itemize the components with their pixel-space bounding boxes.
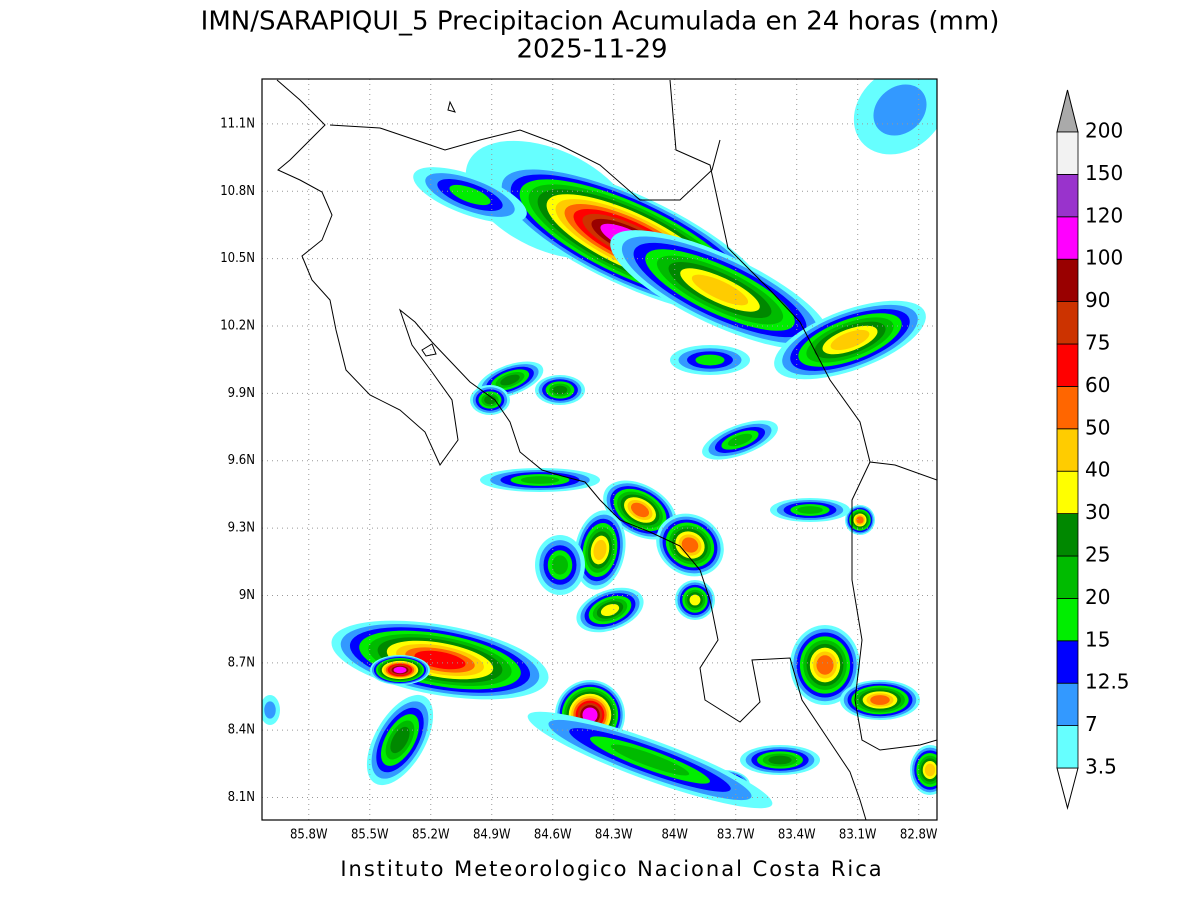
precip-contour bbox=[727, 433, 753, 447]
colorbar-box bbox=[1056, 598, 1079, 642]
precip-field bbox=[262, 79, 937, 809]
subtitle: 2025-11-29 bbox=[516, 35, 667, 65]
colorbar-box bbox=[1056, 725, 1079, 769]
y-tick-label: 10.8N bbox=[220, 184, 255, 199]
precip-contour bbox=[520, 476, 560, 484]
precip-contour bbox=[484, 395, 496, 405]
y-tick-label: 8.7N bbox=[228, 655, 255, 670]
colorbar-box bbox=[1056, 682, 1079, 727]
colorbar-box bbox=[1056, 385, 1079, 430]
precip-contour bbox=[264, 701, 276, 719]
colorbar-box bbox=[1056, 640, 1079, 684]
precip-contour bbox=[449, 184, 491, 206]
precip-contour bbox=[830, 329, 870, 351]
colorbar-label: 90 bbox=[1085, 288, 1110, 312]
y-tick-label: 9.9N bbox=[228, 386, 255, 401]
colorbar-label: 15 bbox=[1085, 627, 1110, 651]
colorbar-label: 30 bbox=[1085, 500, 1110, 524]
precip-contour bbox=[856, 516, 864, 524]
x-tick-label: 85.2W bbox=[412, 828, 450, 843]
precip-contour bbox=[797, 506, 823, 514]
y-tick-label: 8.4N bbox=[228, 723, 255, 738]
precip-contour bbox=[873, 84, 927, 136]
x-tick-label: 83.1W bbox=[839, 828, 877, 843]
y-tick-label: 10.2N bbox=[220, 319, 255, 334]
x-tick-label: 85.5W bbox=[351, 828, 389, 843]
colorbar-label: 7 bbox=[1085, 712, 1098, 736]
x-tick-label: 83.7W bbox=[717, 828, 755, 843]
coastlines bbox=[276, 79, 937, 820]
colorbar-label: 25 bbox=[1085, 543, 1110, 567]
y-tick-label: 11.1N bbox=[220, 116, 255, 131]
colorbar-label: 50 bbox=[1085, 415, 1110, 439]
x-tick-label: 84.3W bbox=[595, 828, 633, 843]
colorbar-box bbox=[1056, 131, 1079, 175]
colorbar-label: 3.5 bbox=[1085, 755, 1117, 779]
colorbar-label: 120 bbox=[1085, 203, 1123, 227]
colorbar-label: 60 bbox=[1085, 373, 1110, 397]
y-tick-label: 9.6N bbox=[228, 453, 255, 468]
precip-contour bbox=[552, 555, 568, 575]
colorbar-label: 150 bbox=[1085, 161, 1123, 185]
colorbar-box bbox=[1056, 216, 1079, 260]
footer: Instituto Meteorologico Nacional Costa R… bbox=[340, 857, 883, 881]
colorbar-label: 200 bbox=[1085, 119, 1123, 143]
coastline bbox=[276, 79, 867, 820]
precip-contour bbox=[393, 666, 407, 674]
precip-contour bbox=[924, 763, 936, 777]
colorbar-box bbox=[1056, 428, 1079, 472]
precip-contour bbox=[582, 707, 598, 723]
colorbar-label: 20 bbox=[1085, 585, 1110, 609]
x-tick-label: 82.8W bbox=[900, 828, 938, 843]
precip-contour bbox=[691, 274, 749, 306]
colorbar-box bbox=[1056, 513, 1079, 557]
precip-contour bbox=[552, 385, 568, 395]
grid: 85.8W 85.5W 85.2W 84.9W 84.6W 84.3W 84W 83.7W 83… bbox=[220, 79, 938, 843]
precip-contour bbox=[695, 354, 725, 366]
colorbar: 3.5 7 12.5 15 20 25 30 40 50 60 75 90 100 120 150 200 bbox=[1056, 89, 1130, 810]
precip-contour bbox=[689, 594, 701, 606]
x-tick-label: 85.8W bbox=[290, 828, 328, 843]
colorbar-label: 12.5 bbox=[1085, 670, 1130, 694]
map-frame bbox=[261, 78, 938, 821]
lake bbox=[421, 343, 437, 357]
colorbar-box bbox=[1056, 470, 1079, 515]
y-tick-label: 8.1N bbox=[228, 790, 255, 805]
title: IMN/SARAPIQUI_5 Precipitacion Acumulada … bbox=[201, 7, 1000, 37]
x-tick-label: 84.6W bbox=[534, 828, 572, 843]
y-tick-label: 9.3N bbox=[228, 521, 255, 536]
precip-contour bbox=[681, 537, 699, 553]
precip-contour bbox=[600, 603, 620, 617]
precip-contour bbox=[593, 539, 607, 561]
precip-contour bbox=[630, 502, 650, 518]
colorbar-box bbox=[1056, 258, 1079, 303]
border bbox=[329, 124, 721, 201]
colorbar-over bbox=[1056, 89, 1079, 133]
colorbar-label: 75 bbox=[1085, 331, 1110, 355]
colorbar-box bbox=[1056, 301, 1079, 345]
precip-contour bbox=[816, 655, 834, 675]
x-tick-label: 83.4W bbox=[778, 828, 816, 843]
colorbar-box bbox=[1056, 173, 1079, 218]
precip-contour bbox=[870, 695, 890, 705]
precip-contour bbox=[390, 726, 410, 754]
x-tick-label: 84.9W bbox=[473, 828, 511, 843]
border bbox=[851, 461, 937, 751]
coastline bbox=[669, 79, 937, 481]
x-tick-label: 84W bbox=[661, 828, 688, 843]
y-tick-label: 10.5N bbox=[220, 251, 255, 266]
colorbar-under bbox=[1056, 767, 1079, 810]
lake bbox=[447, 100, 456, 113]
precip-contour bbox=[500, 374, 520, 386]
colorbar-box bbox=[1056, 555, 1079, 599]
colorbar-box bbox=[1056, 343, 1079, 387]
colorbar-label: 40 bbox=[1085, 458, 1110, 482]
precip-contour bbox=[610, 744, 690, 776]
precip-contour bbox=[768, 755, 792, 765]
colorbar-label: 100 bbox=[1085, 246, 1123, 270]
y-tick-label: 9N bbox=[239, 588, 255, 603]
